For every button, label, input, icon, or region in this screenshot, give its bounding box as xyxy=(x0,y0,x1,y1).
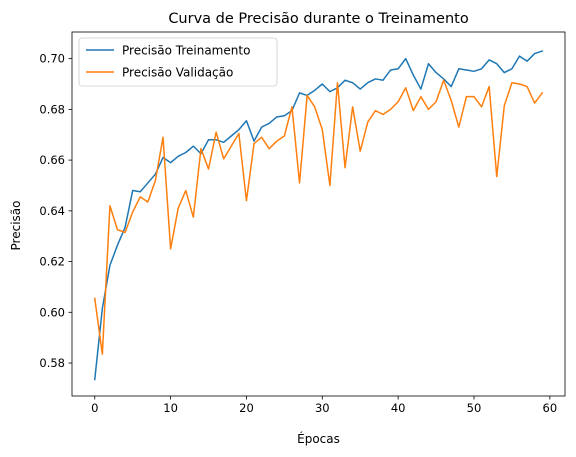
legend-label-2: Precisão Validação xyxy=(122,66,233,80)
series-line-1 xyxy=(93,50,544,381)
y-tick-label: 0.66 xyxy=(39,153,65,167)
legend-label-1: Precisão Treinamento xyxy=(122,44,250,58)
chart-title: Curva de Precisão durante o Treinamento xyxy=(168,11,469,27)
y-tick-label: 0.60 xyxy=(39,305,65,319)
x-tick-label: 30 xyxy=(315,401,330,415)
y-tick-label: 0.68 xyxy=(39,102,65,116)
x-tick-label: 20 xyxy=(239,401,254,415)
series-line-2 xyxy=(93,79,544,355)
legend-box xyxy=(78,37,278,87)
plot-area xyxy=(71,31,566,397)
legend: Precisão Treinamento Precisão Validação xyxy=(78,37,278,87)
x-tick-label: 10 xyxy=(163,401,178,415)
y-axis-label: Precisão xyxy=(9,201,23,251)
x-tick-label: 50 xyxy=(467,401,482,415)
y-tick-label: 0.64 xyxy=(39,204,65,218)
x-axis-label: Épocas xyxy=(297,431,340,446)
axis-ticks: 0 10 20 30 40 50 60 0.58 0.60 0.62 0.64 0.66 0.68 0.7… xyxy=(39,52,557,415)
x-tick-label: 0 xyxy=(91,401,98,415)
x-tick-label: 60 xyxy=(543,401,558,415)
x-tick-label: 40 xyxy=(391,401,406,415)
y-tick-label: 0.70 xyxy=(39,52,65,66)
axes-frame xyxy=(71,31,566,397)
y-tick-label: 0.58 xyxy=(39,356,65,370)
y-tick-label: 0.62 xyxy=(39,255,65,269)
